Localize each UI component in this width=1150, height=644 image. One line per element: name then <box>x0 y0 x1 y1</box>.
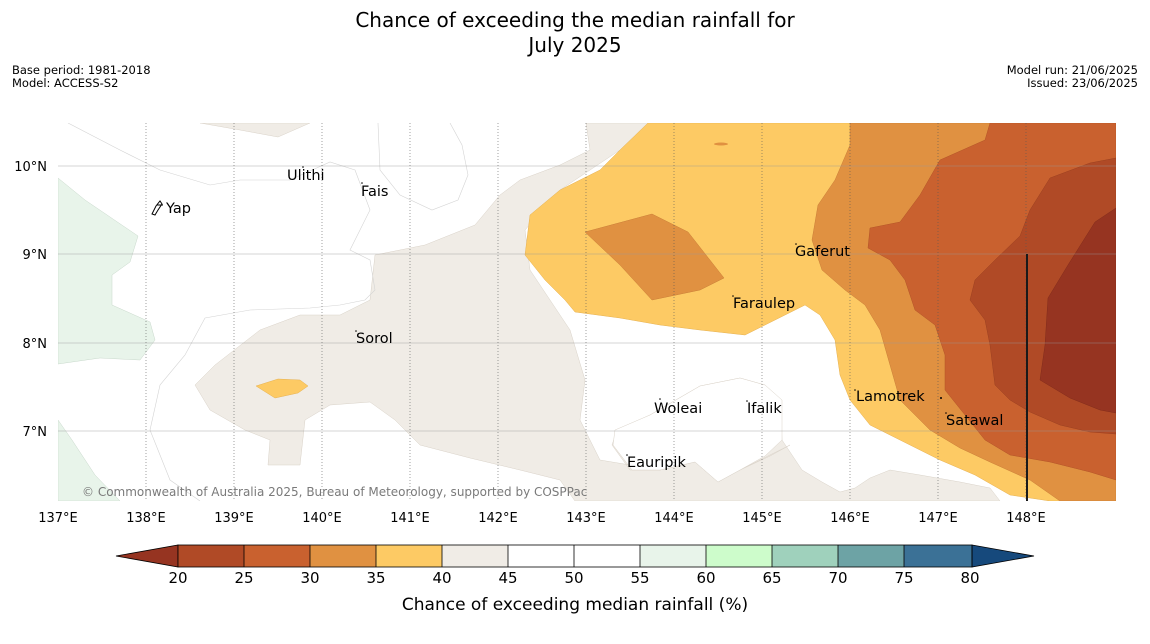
place-yap: Yap <box>165 201 191 217</box>
place-ifalik: Ifalik <box>747 401 782 417</box>
colorbar-tick-60: 60 <box>696 569 715 587</box>
lon-label-137e: 137°E <box>38 511 78 526</box>
colorbar-tick-75: 75 <box>894 569 913 587</box>
colorbar-bin-35-40 <box>376 545 442 567</box>
place-satawal: Satawal <box>946 413 1003 429</box>
lon-label-148e: 148°E <box>1006 511 1046 526</box>
place-fais: Fais <box>361 184 388 200</box>
lon-label-138e: 138°E <box>126 511 166 526</box>
colorbar-ticks: 20 25 30 35 40 45 50 55 60 65 70 75 80 <box>168 569 979 587</box>
colorbar-bin-75-80 <box>904 545 972 567</box>
colorbar-tick-65: 65 <box>762 569 781 587</box>
map-title: Chance of exceeding the median rainfall … <box>0 8 1150 58</box>
place-gaferut: Gaferut <box>795 244 850 260</box>
colorbar-tick-80: 80 <box>960 569 979 587</box>
colorbar-tick-50: 50 <box>564 569 583 587</box>
colorbar-bin-70-75 <box>838 545 904 567</box>
model-text: Model: ACCESS-S2 <box>12 76 119 90</box>
lat-axis-labels: 10°N 9°N 8°N 7°N <box>14 160 47 440</box>
colorbar-tick-35: 35 <box>366 569 385 587</box>
colorbar-extend-low <box>115 544 179 568</box>
region-30-35-speck <box>714 142 728 146</box>
lon-label-147e: 147°E <box>918 511 958 526</box>
title-line-1: Chance of exceeding the median rainfall … <box>355 8 795 32</box>
colorbar-bin-40-45 <box>442 545 508 567</box>
colorbar-tick-55: 55 <box>630 569 649 587</box>
lat-label-8n: 8°N <box>23 337 48 352</box>
contour-line-north <box>377 123 469 211</box>
yap-island-icon <box>151 200 163 216</box>
colorbar-bin-55-60 <box>640 545 706 567</box>
place-sorol: Sorol <box>356 331 393 347</box>
colorbar-title: Chance of exceeding median rainfall (%) <box>402 595 748 615</box>
lat-label-7n: 7°N <box>23 425 48 440</box>
colorbar-tick-20: 20 <box>168 569 187 587</box>
region-30-35-center <box>584 213 725 301</box>
region-45-55-ifalik <box>612 377 783 483</box>
colorbar-extend-high <box>971 544 1035 568</box>
base-period-text: Base period: 1981-2018 <box>12 63 151 77</box>
colorbar-tick-70: 70 <box>828 569 847 587</box>
lat-label-10n: 10°N <box>14 160 47 175</box>
colorbar-bin-45-50 <box>508 545 574 567</box>
colorbar-tick-45: 45 <box>498 569 517 587</box>
lon-label-145e: 145°E <box>742 511 782 526</box>
colorbar-frame <box>177 544 973 568</box>
lon-label-144e: 144°E <box>654 511 694 526</box>
colorbar-dividers <box>243 545 905 567</box>
island-markers <box>302 166 947 456</box>
colorbar-tick-25: 25 <box>234 569 253 587</box>
colorbar-bin-50-55 <box>574 545 640 567</box>
place-woleai: Woleai <box>654 401 702 417</box>
region-55-60-west <box>58 177 156 365</box>
colorbar-tick-40: 40 <box>432 569 451 587</box>
place-labels: Yap Ulithi Fais Gaferut Faraulep Sorol W… <box>165 168 1003 471</box>
lon-label-139e: 139°E <box>214 511 254 526</box>
colorbar-tick-30: 30 <box>300 569 319 587</box>
lon-label-146e: 146°E <box>830 511 870 526</box>
lat-label-9n: 9°N <box>23 248 48 263</box>
meta-right: Model run: 21/06/2025 Issued: 23/06/2025 <box>1007 64 1138 90</box>
lon-label-142e: 142°E <box>478 511 518 526</box>
colorbar-bin-60-65 <box>706 545 772 567</box>
place-ulithi: Ulithi <box>287 168 325 184</box>
colorbar-bin-25-30 <box>244 545 310 567</box>
lon-label-140e: 140°E <box>302 511 342 526</box>
region-40-45-north <box>199 123 311 138</box>
colorbar-bin-30-35 <box>310 545 376 567</box>
place-faraulep: Faraulep <box>733 296 795 312</box>
lon-label-141e: 141°E <box>390 511 430 526</box>
colorbar-bin-20-25 <box>178 545 244 567</box>
map-area: Yap Ulithi Fais Gaferut Faraulep Sorol W… <box>58 123 1116 501</box>
title-line-2: July 2025 <box>528 33 622 57</box>
contour-line-west <box>67 123 376 501</box>
region-35-40-sorol <box>255 378 309 399</box>
place-eauripik: Eauripik <box>627 455 686 471</box>
region-below-20 <box>1039 207 1116 414</box>
copyright-text: © Commonwealth of Australia 2025, Bureau… <box>82 485 587 499</box>
meta-left: Base period: 1981-2018 Model: ACCESS-S2 <box>12 64 151 90</box>
region-55-60-southwest <box>58 419 121 501</box>
colorbar: 20 25 30 35 40 45 50 55 60 65 70 75 80 C… <box>115 544 1035 615</box>
place-lamotrek: Lamotrek <box>856 389 925 405</box>
colorbar-bin-65-70 <box>772 545 838 567</box>
issued-text: Issued: 23/06/2025 <box>1027 76 1138 90</box>
lon-axis-labels: 137°E 138°E 139°E 140°E 141°E 142°E 143°… <box>38 511 1046 526</box>
lon-label-143e: 143°E <box>566 511 606 526</box>
model-run-text: Model run: 21/06/2025 <box>1006 63 1138 77</box>
